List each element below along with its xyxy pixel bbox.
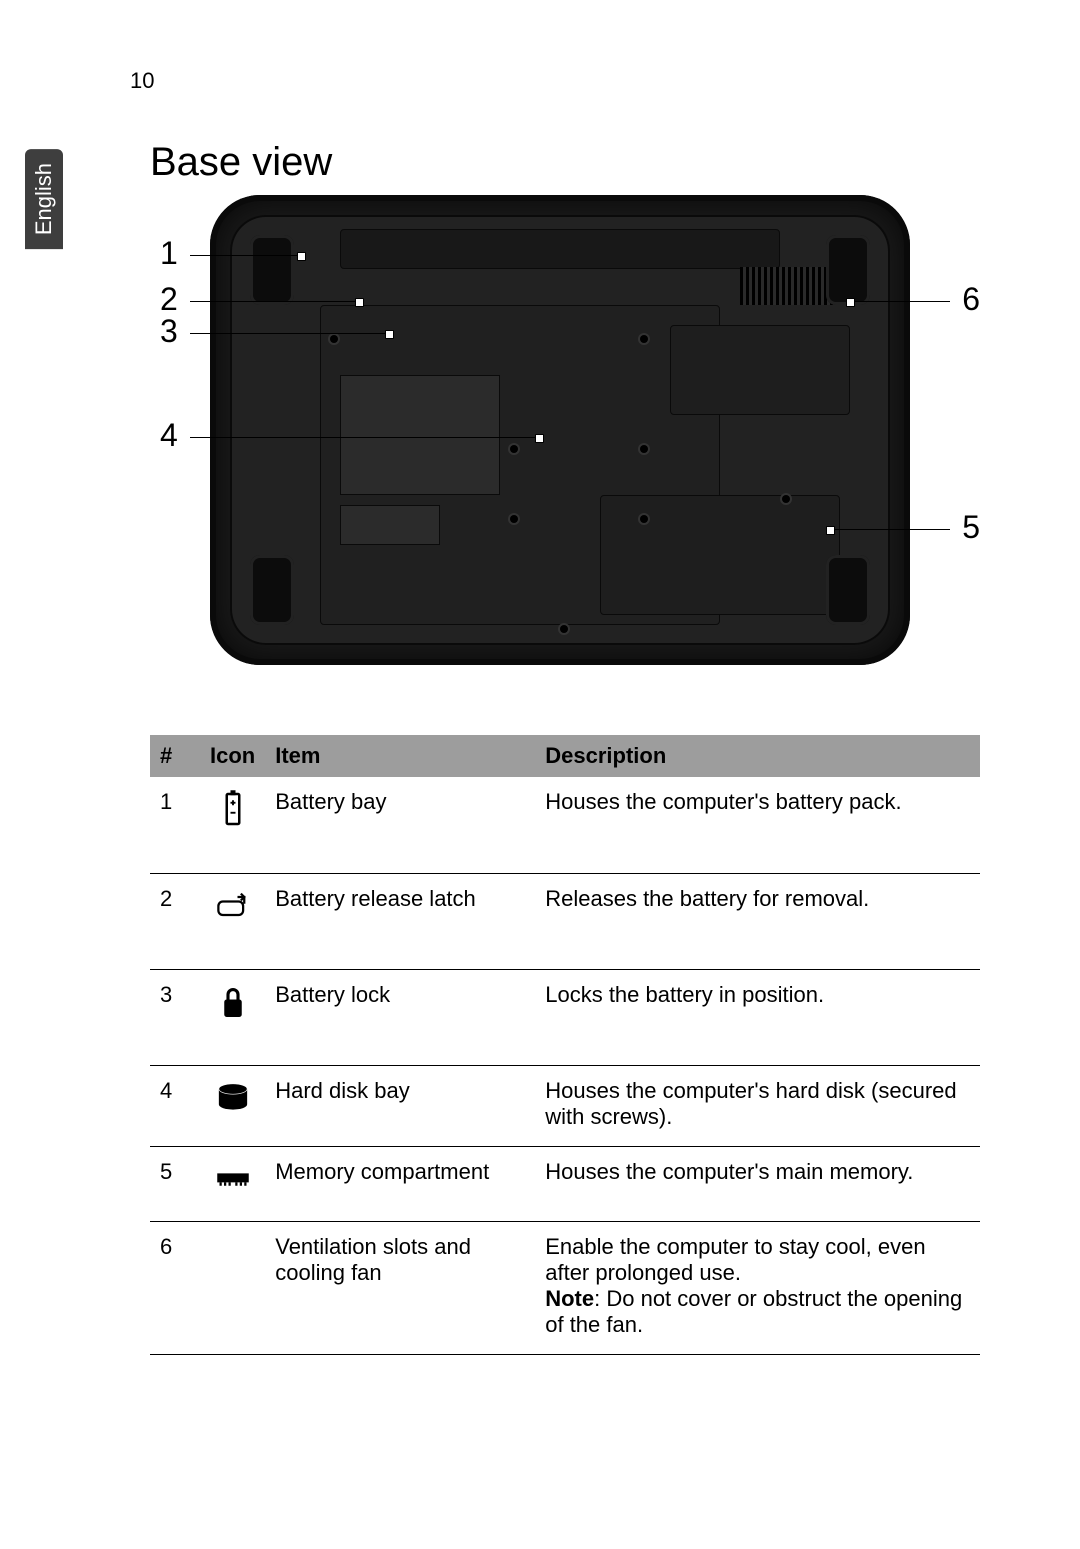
callout-line — [830, 529, 950, 530]
battery-icon — [215, 789, 251, 829]
row-item: Battery release latch — [265, 873, 535, 969]
note-label: Note — [545, 1286, 594, 1311]
rubber-foot-shape — [826, 555, 870, 625]
callout-number: 3 — [160, 313, 178, 350]
label-sticker-shape — [340, 375, 500, 495]
note-text: : Do not cover or obstruct the opening o… — [545, 1286, 962, 1337]
manual-page: 10 English Base view — [0, 0, 1080, 1549]
row-item: Memory compartment — [265, 1146, 535, 1221]
callout-line — [190, 255, 302, 256]
table-header-row: # Icon Item Description — [150, 735, 980, 777]
rubber-foot-shape — [250, 235, 294, 305]
row-description: Enable the computer to stay cool, even a… — [535, 1221, 980, 1354]
row-item: Hard disk bay — [265, 1065, 535, 1146]
callout-number: 1 — [160, 235, 178, 272]
base-view-diagram: 1 2 3 4 6 5 — [150, 195, 980, 665]
screw-shape — [640, 335, 648, 343]
row-description: Locks the battery in position. — [535, 969, 980, 1065]
label-sticker-2-shape — [340, 505, 440, 545]
callout-line — [850, 301, 950, 302]
callout-number: 5 — [962, 509, 980, 546]
row-icon-cell — [200, 777, 265, 873]
row-icon-cell — [200, 873, 265, 969]
screw-shape — [510, 515, 518, 523]
row-item: Battery lock — [265, 969, 535, 1065]
row-icon-cell — [200, 1065, 265, 1146]
header-number: # — [150, 735, 200, 777]
header-icon: Icon — [200, 735, 265, 777]
row-description: Houses the computer's main memory. — [535, 1146, 980, 1221]
table-row: 6 Ventilation slots and cooling fan Enab… — [150, 1221, 980, 1354]
row-number: 5 — [150, 1146, 200, 1221]
rubber-foot-shape — [826, 235, 870, 305]
callout-line — [190, 437, 540, 438]
memory-panel-shape — [600, 495, 840, 615]
header-description: Description — [535, 735, 980, 777]
table-row: 1 Battery bay Houses the computer's batt… — [150, 777, 980, 873]
rubber-foot-shape — [250, 555, 294, 625]
components-table: # Icon Item Description 1 — [150, 735, 980, 1355]
row-description: Houses the computer's battery pack. — [535, 777, 980, 873]
callout-number: 6 — [962, 281, 980, 318]
row-description: Releases the battery for removal. — [535, 873, 980, 969]
row-number: 3 — [150, 969, 200, 1065]
memory-icon — [215, 1159, 251, 1199]
page-number: 10 — [130, 68, 154, 94]
row-number: 1 — [150, 777, 200, 873]
row-icon-cell — [200, 969, 265, 1065]
screw-shape — [782, 495, 790, 503]
table-row: 2 Battery release latch Releases the bat… — [150, 873, 980, 969]
screw-shape — [640, 445, 648, 453]
laptop-base-illustration — [210, 195, 910, 665]
callout-line — [190, 301, 360, 302]
row-number: 4 — [150, 1065, 200, 1146]
row-icon-cell — [200, 1146, 265, 1221]
table-row: 3 Battery lock Locks the battery in posi… — [150, 969, 980, 1065]
table-row: 5 Memory compartment Houses — [150, 1146, 980, 1221]
row-description-text: Enable the computer to stay cool, even a… — [545, 1234, 925, 1285]
screw-shape — [640, 515, 648, 523]
row-number: 6 — [150, 1221, 200, 1354]
page-content: Base view — [150, 140, 980, 1355]
table-row: 4 Hard disk bay Houses the computer's ha… — [150, 1065, 980, 1146]
battery-tray-shape — [340, 229, 780, 269]
row-icon-cell — [200, 1221, 265, 1354]
callout-number: 4 — [160, 417, 178, 454]
header-item: Item — [265, 735, 535, 777]
vent-grille-shape — [740, 267, 840, 305]
screw-shape — [510, 445, 518, 453]
section-heading: Base view — [150, 140, 980, 185]
lock-icon — [215, 982, 251, 1022]
language-tab: English — [25, 149, 63, 249]
row-item: Ventilation slots and cooling fan — [265, 1221, 535, 1354]
row-description: Houses the computer's hard disk (secured… — [535, 1065, 980, 1146]
row-number: 2 — [150, 873, 200, 969]
callout-line — [190, 333, 390, 334]
row-item: Battery bay — [265, 777, 535, 873]
screw-shape — [330, 335, 338, 343]
release-latch-icon — [215, 886, 251, 926]
screw-shape — [560, 625, 568, 633]
right-panel-shape — [670, 325, 850, 415]
hard-disk-icon — [215, 1078, 251, 1118]
